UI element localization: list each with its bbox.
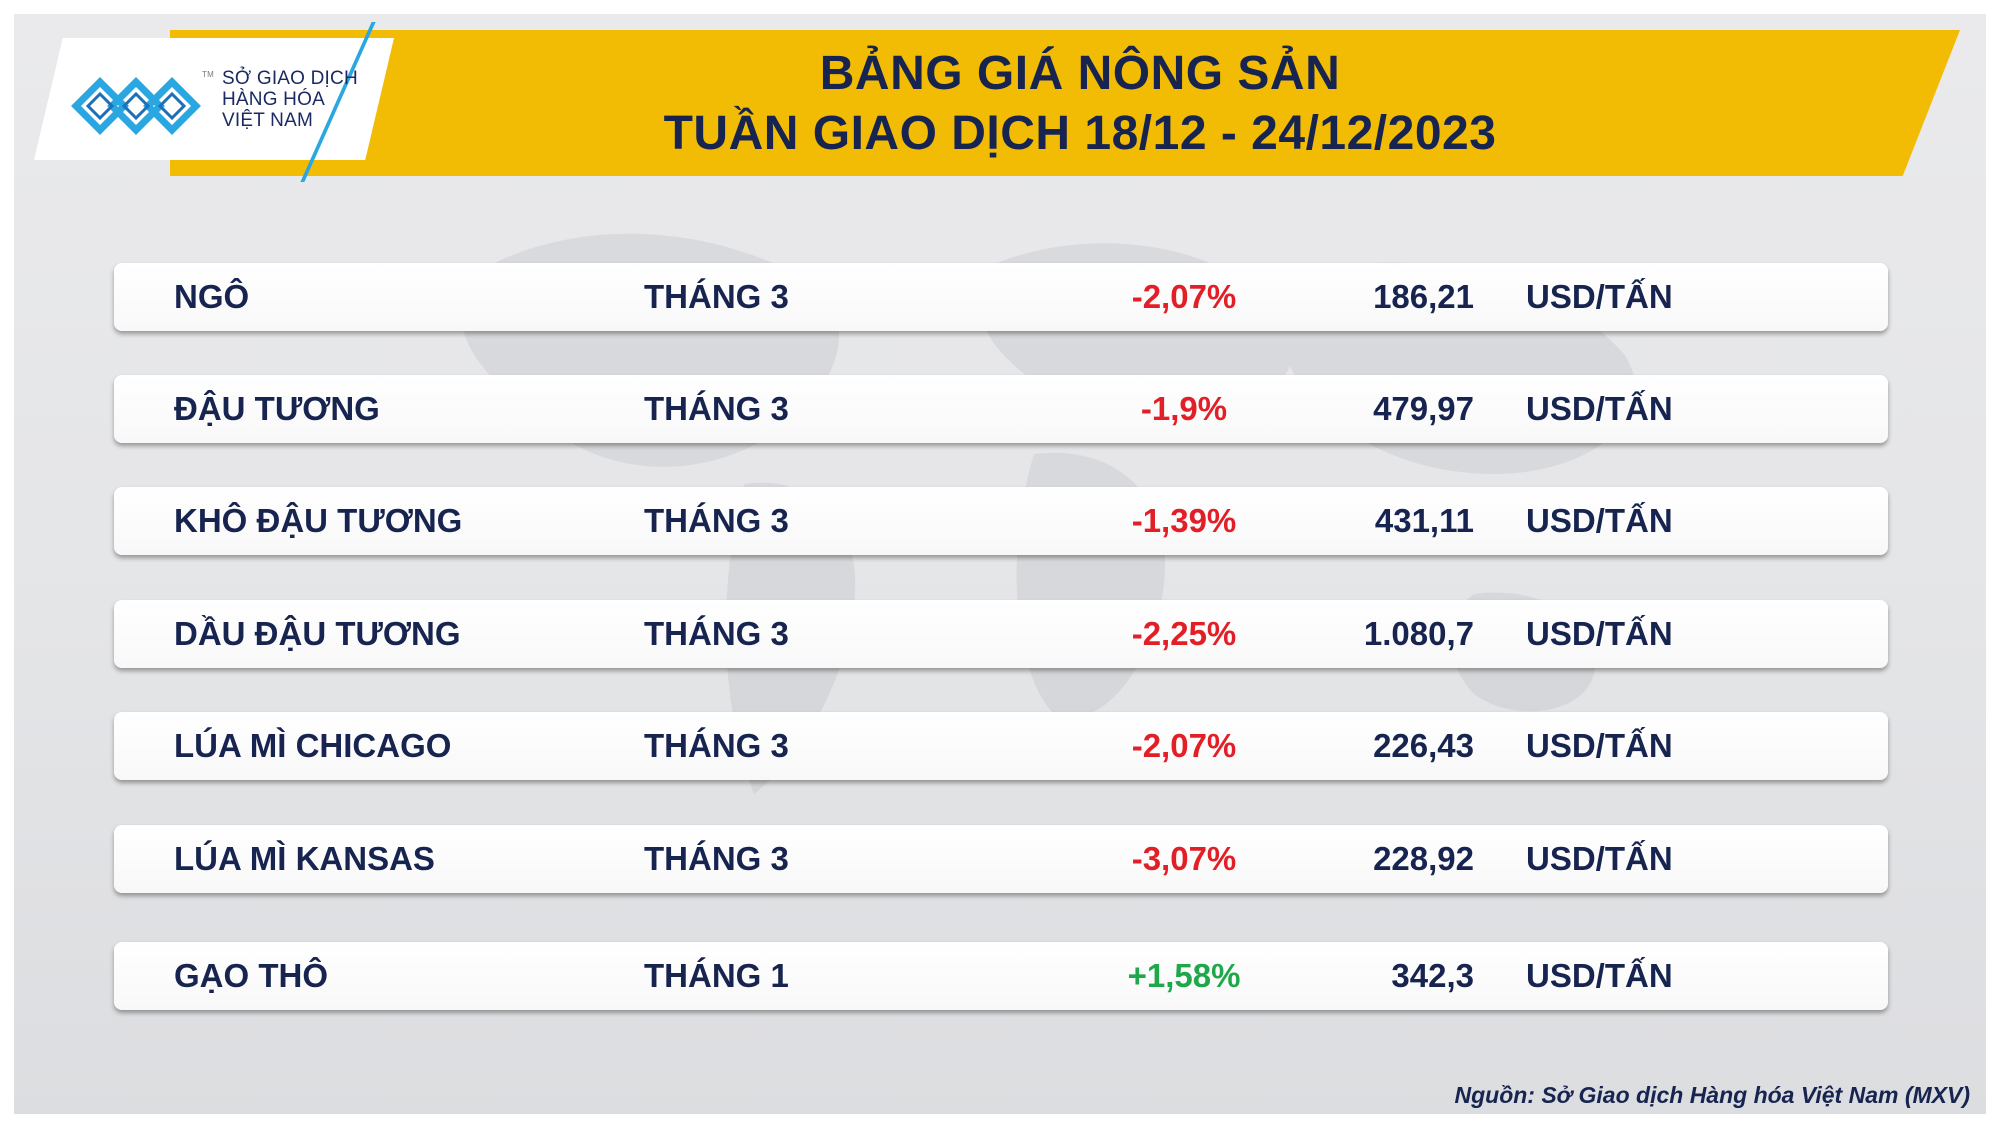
contract-month: THÁNG 3 (644, 727, 789, 764)
price-unit: USD/TẤN (1526, 502, 1673, 539)
commodity-name: DẦU ĐẬU TƯƠNG (174, 615, 461, 652)
price-value: 186,21 (1373, 278, 1474, 315)
price-unit: USD/TẤN (1526, 390, 1673, 427)
price-value: 226,43 (1373, 727, 1474, 764)
price-value: 342,3 (1391, 957, 1474, 994)
percent-change: -2,25% (1131, 615, 1237, 652)
percent-change: -3,07% (1131, 840, 1237, 877)
price-unit: USD/TẤN (1526, 615, 1673, 652)
price-unit: USD/TẤN (1526, 840, 1673, 877)
contract-month: THÁNG 3 (644, 840, 789, 877)
logo-line-3: VIỆT NAM (222, 110, 313, 131)
contract-month: THÁNG 3 (644, 615, 789, 652)
commodity-name: LÚA MÌ KANSAS (174, 840, 435, 877)
commodity-name: KHÔ ĐẬU TƯƠNG (174, 502, 463, 539)
mxv-logo-icon (71, 77, 201, 135)
source-note: Nguồn: Sở Giao dịch Hàng hóa Việt Nam (M… (1454, 1082, 1970, 1108)
logo-text: TM SỞ GIAO DỊCH HÀNG HÓA VIỆT NAM (202, 68, 358, 131)
logo-line-1: SỞ GIAO DỊCH (222, 68, 358, 89)
table-row: LÚA MÌ CHICAGO THÁNG 3 -2,07% 226,43 USD… (114, 712, 1888, 780)
price-value: 431,11 (1374, 502, 1474, 539)
commodity-name: GẠO THÔ (174, 957, 328, 994)
table-row: ĐẬU TƯƠNG THÁNG 3 -1,9% 479,97 USD/TẤN (114, 375, 1888, 443)
commodity-name: NGÔ (174, 278, 250, 315)
contract-month: THÁNG 1 (644, 957, 789, 994)
title-line-1: BẢNG GIÁ NÔNG SẢN (819, 47, 1341, 100)
table-row: DẦU ĐẬU TƯƠNG THÁNG 3 -2,25% 1.080,7 USD… (114, 600, 1888, 668)
percent-change: -1,39% (1131, 502, 1237, 539)
table-row: NGÔ THÁNG 3 -2,07% 186,21 USD/TẤN (114, 263, 1888, 331)
price-value: 479,97 (1373, 390, 1474, 427)
title-line-2: TUẦN GIAO DỊCH 18/12 - 24/12/2023 (663, 107, 1497, 160)
commodity-name: ĐẬU TƯƠNG (174, 390, 380, 427)
logo-line-2: HÀNG HÓA (222, 89, 325, 110)
table-row: KHÔ ĐẬU TƯƠNG THÁNG 3 -1,39% 431,11 USD/… (114, 487, 1888, 555)
percent-change: -1,9% (1140, 390, 1228, 427)
table-row: GẠO THÔ THÁNG 1 +1,58% 342,3 USD/TẤN (114, 942, 1888, 1010)
table-row: LÚA MÌ KANSAS THÁNG 3 -3,07% 228,92 USD/… (114, 825, 1888, 893)
contract-month: THÁNG 3 (644, 390, 789, 427)
price-unit: USD/TẤN (1526, 957, 1673, 994)
page-title: BẢNG GIÁ NÔNG SẢN TUẦN GIAO DỊCH 18/12 -… (440, 44, 1720, 164)
price-value: 228,92 (1373, 840, 1474, 877)
price-value: 1.080,7 (1363, 615, 1474, 652)
price-unit: USD/TẤN (1526, 278, 1673, 315)
contract-month: THÁNG 3 (644, 502, 789, 539)
percent-change: -2,07% (1131, 727, 1237, 764)
trademark-mark: TM (202, 70, 214, 79)
price-unit: USD/TẤN (1526, 727, 1673, 764)
commodity-name: LÚA MÌ CHICAGO (174, 727, 452, 764)
contract-month: THÁNG 3 (644, 278, 789, 315)
percent-change: +1,58% (1127, 957, 1241, 994)
percent-change: -2,07% (1131, 278, 1237, 315)
title-banner (170, 30, 1960, 176)
